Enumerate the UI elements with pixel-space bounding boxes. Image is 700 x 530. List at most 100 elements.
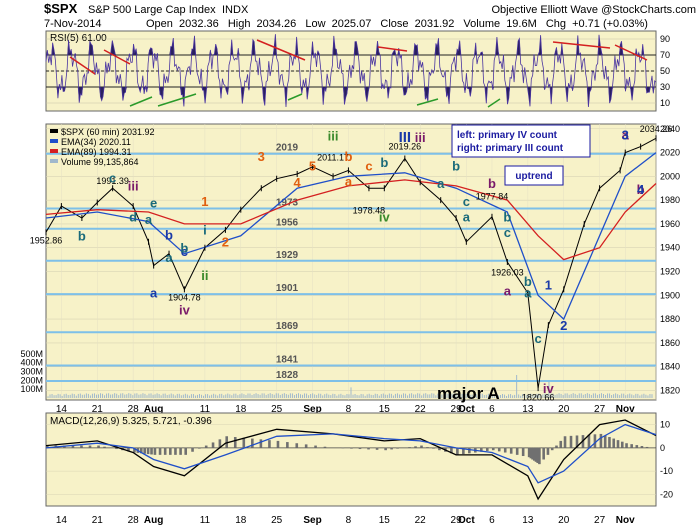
legend-swatch [50, 139, 58, 143]
wave-label: iv [543, 381, 555, 396]
wave-label: i [203, 223, 207, 238]
price-tick-label: 1960 [660, 219, 680, 229]
macd-histogram-bar [323, 446, 327, 448]
low-value: 2025.07 [332, 18, 372, 30]
wave-label: b [78, 229, 86, 244]
wave-label: a [145, 212, 153, 227]
uptrend-text: uptrend [515, 171, 552, 182]
price-level-label: 1901 [276, 283, 299, 294]
wave-label: c [181, 244, 188, 259]
rsi-title: RSI(5) 61.00 [50, 33, 107, 44]
macd-histogram-bar [133, 447, 136, 453]
volume-tick-label: 500M [20, 349, 43, 359]
macd-histogram-bar [150, 447, 153, 455]
rsi-divergence-line [256, 39, 306, 61]
macd-series-line-1 [45, 423, 657, 484]
macd-tick-label: -20 [660, 489, 673, 499]
rsi-divergence-line [614, 44, 648, 61]
wave-label: a [463, 210, 471, 225]
macd-histogram-bar [426, 447, 429, 448]
price-value-label: 2034.26 [640, 124, 673, 134]
rsi-line [45, 34, 657, 108]
macd-histogram-bar [127, 447, 130, 452]
wave-label: c [463, 194, 470, 209]
macd-histogram-bar [546, 447, 550, 455]
price-panel: 2040 2020 2000 1980 1960 1940 1920 1900 1880 1860… [20, 123, 680, 403]
wave-label: c [109, 170, 116, 185]
macd-histogram-bar [153, 447, 157, 455]
rsi-tick-label: 50 [660, 66, 670, 76]
wave-label: a [437, 176, 445, 191]
macd-histogram-bar [450, 447, 453, 454]
rsi-divergence-line [69, 56, 96, 75]
price-value-label: 1904.78 [168, 292, 201, 302]
macd-histogram-bar [233, 437, 237, 448]
price-tick-label: 1980 [660, 195, 680, 205]
price-level-label: 2019 [276, 143, 299, 154]
macd-histogram-bar [139, 447, 143, 454]
macd-histogram-bar [211, 442, 215, 448]
macd-histogram-bar [80, 445, 83, 448]
macd-histogram-bar [462, 447, 465, 455]
wave-label: a [165, 250, 173, 265]
date-tick-label: 21 [92, 515, 104, 526]
macd-histogram-bar [542, 447, 545, 460]
price-tick-label: 1840 [660, 362, 680, 372]
wave-label: iv [179, 302, 191, 317]
wave-label: iii [128, 179, 139, 194]
wave-label: b [637, 182, 645, 197]
date-tick-label: Nov [616, 515, 635, 526]
date-tick-label: 15 [379, 404, 391, 415]
macd-histogram-bar [251, 438, 254, 448]
chg-label: Chg [546, 18, 566, 30]
macd-histogram-bar [503, 447, 507, 453]
wave-label: 3 [258, 149, 265, 164]
price-tick-label: 1940 [660, 243, 680, 253]
macd-histogram-bar [536, 447, 539, 463]
price-level-label: 1828 [276, 370, 299, 381]
macd-histogram-bar [103, 446, 106, 448]
rsi-divergence-line [552, 41, 611, 49]
macd-histogram-bar [268, 440, 271, 448]
rsi-tick-label: 30 [660, 82, 670, 92]
macd-panel: MACD(12,26,9) 5.325, 5.721, -0.396 10 0 -1… [45, 412, 673, 507]
macd-histogram-bar [304, 444, 308, 448]
price-tick-label: 1880 [660, 314, 680, 324]
macd-histogram-bar [367, 447, 370, 450]
count-box [451, 124, 591, 158]
macd-histogram-bar [225, 436, 229, 448]
rsi-tick-label: 90 [660, 34, 670, 44]
date-tick-label: Aug [144, 404, 163, 415]
rsi-divergence-line [129, 96, 153, 107]
macd-histogram-bar [559, 440, 563, 448]
macd-histogram-bar [174, 447, 177, 455]
wave-label: 2 [560, 318, 567, 333]
macd-histogram-bar [198, 447, 201, 449]
price-tick-label: 1900 [660, 290, 680, 300]
date-tick-label: Nov [616, 404, 635, 415]
price-level-label: 1956 [276, 218, 299, 229]
macd-histogram-bar [616, 440, 620, 448]
macd-histogram-bar [191, 447, 194, 452]
macd-histogram-bar [550, 447, 554, 451]
legend-swatch [50, 149, 58, 153]
open-value: 2032.36 [179, 18, 219, 30]
chart-date: 7-Nov-2014 [44, 18, 101, 30]
price-value-label: 1978.48 [353, 206, 386, 216]
date-tick-label: 25 [271, 515, 283, 526]
price-level-label: 1929 [276, 250, 299, 261]
date-tick-label: 8 [346, 515, 352, 526]
macd-histogram-bar [630, 444, 633, 448]
macd-histogram-bar [620, 441, 624, 448]
macd-histogram-bar [538, 447, 541, 465]
wave-label: b [503, 210, 511, 225]
macd-histogram-bar [527, 447, 531, 458]
date-tick-label: 18 [235, 404, 247, 415]
macd-histogram-bar [179, 447, 182, 455]
wave-label: 4 [637, 182, 645, 197]
macd-histogram-bar [599, 433, 603, 448]
date-tick-label: Oct [458, 404, 475, 415]
chart-brand: Objective Elliott Wave @StockCharts.com [491, 4, 696, 16]
date-tick-label: 29 [451, 515, 463, 526]
